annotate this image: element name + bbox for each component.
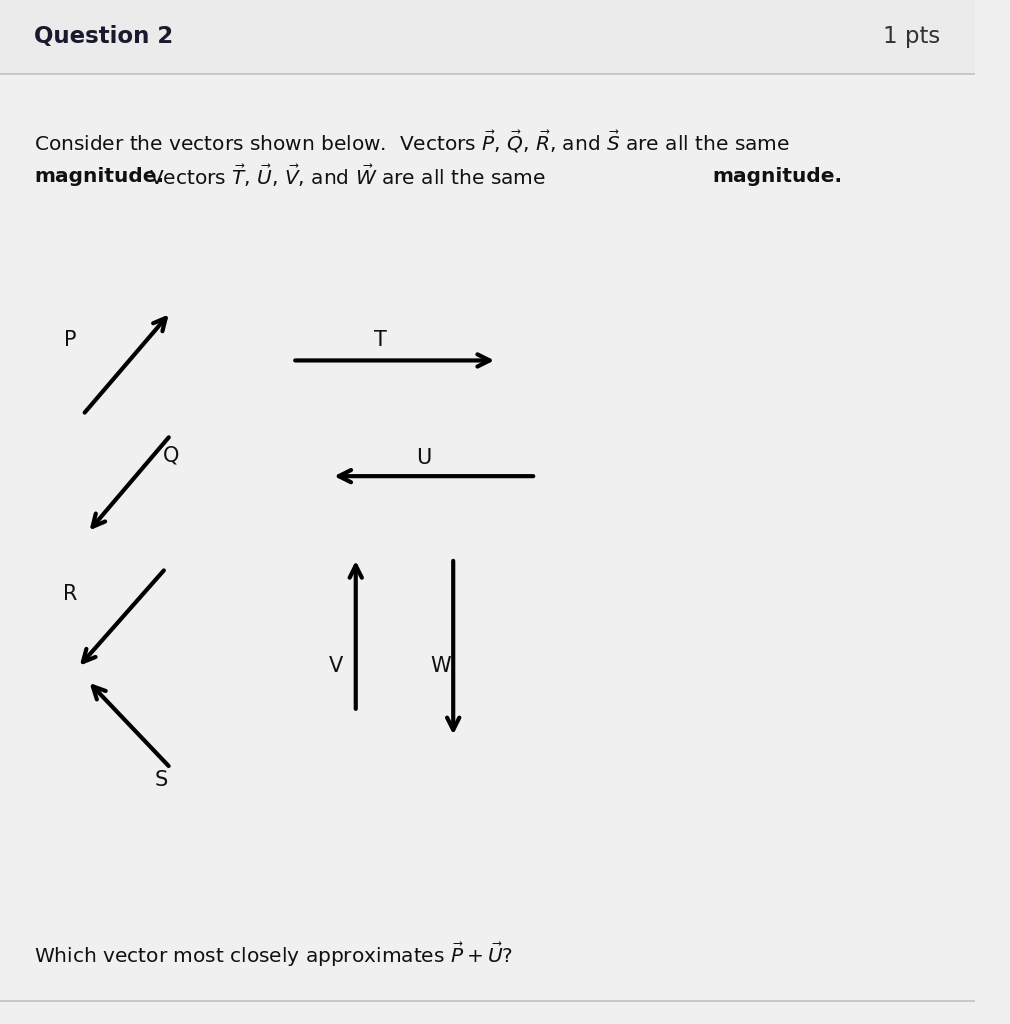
Text: S: S <box>155 770 168 791</box>
Text: Consider the vectors shown below.  Vectors $\vec{P}$, $\vec{Q}$, $\vec{R}$, and : Consider the vectors shown below. Vector… <box>34 128 790 155</box>
Text: W: W <box>430 655 450 676</box>
Text: P: P <box>64 330 77 350</box>
Text: 1 pts: 1 pts <box>884 26 940 48</box>
Text: Vectors $\vec{T}$, $\vec{U}$, $\vec{V}$, and $\vec{W}$ are all the same: Vectors $\vec{T}$, $\vec{U}$, $\vec{V}$,… <box>149 163 546 189</box>
Bar <box>0 0 975 74</box>
Text: magnitude.: magnitude. <box>34 167 164 185</box>
Text: R: R <box>63 584 78 604</box>
Text: U: U <box>416 447 431 468</box>
Text: V: V <box>329 655 343 676</box>
Text: magnitude.: magnitude. <box>712 167 842 185</box>
Text: Q: Q <box>163 445 179 466</box>
Text: Which vector most closely approximates $\vec{P} + \vec{U}$?: Which vector most closely approximates $… <box>34 940 513 969</box>
Text: T: T <box>374 330 387 350</box>
Text: Question 2: Question 2 <box>34 26 174 48</box>
